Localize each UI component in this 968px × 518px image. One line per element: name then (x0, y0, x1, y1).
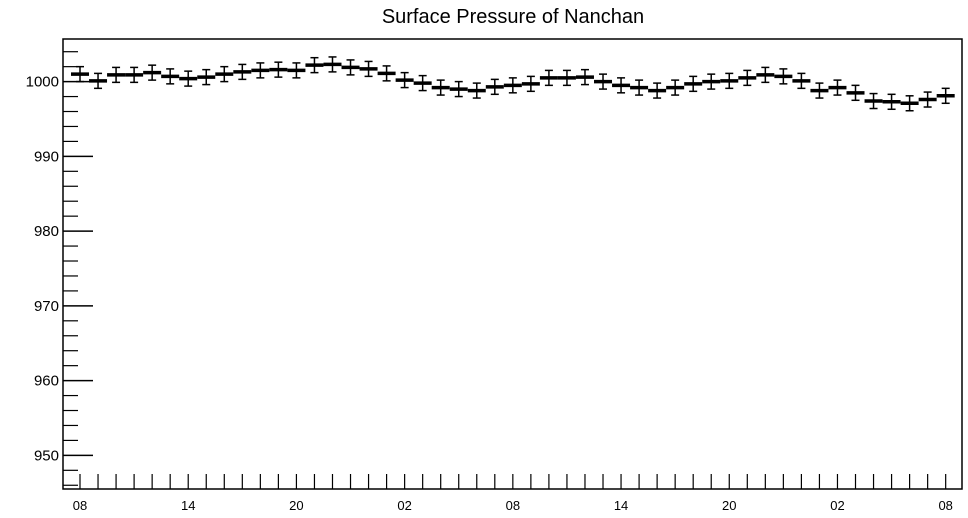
plot-frame (62, 38, 963, 490)
x-tick-label: 02 (397, 498, 411, 513)
data-point (900, 95, 919, 112)
data-point (936, 87, 955, 105)
data-point (197, 68, 216, 86)
data-point (630, 79, 649, 96)
data-point (287, 62, 306, 79)
data-point (738, 69, 757, 87)
data-point (71, 65, 89, 83)
data-point (846, 84, 865, 102)
y-tick-label: 960 (34, 373, 59, 390)
data-point (521, 75, 540, 93)
data-point (323, 56, 342, 73)
x-tick-label: 14 (614, 498, 628, 513)
data-point (918, 91, 937, 108)
data-point (377, 65, 396, 82)
y-tick-label: 990 (34, 148, 59, 165)
x-tick-label: 08 (506, 498, 520, 513)
data-point (107, 66, 126, 84)
y-tick-label: 1000 (26, 74, 59, 91)
data-point (882, 93, 901, 111)
x-tick-label: 14 (181, 498, 195, 513)
data-point (792, 72, 811, 90)
data-point (305, 56, 324, 74)
data-point (359, 60, 378, 78)
y-axis: 950 960 970 980 990 1000 (26, 51, 93, 486)
data-point (251, 62, 270, 79)
data-point (143, 64, 162, 81)
data-point (594, 73, 613, 90)
data-point (233, 63, 252, 81)
data-point (828, 79, 847, 96)
data-point (612, 77, 631, 94)
chart-title: Surface Pressure of Nanchan (382, 6, 644, 28)
data-point (341, 59, 360, 76)
data-point (269, 61, 288, 78)
data-point (503, 77, 522, 94)
pressure-series (71, 56, 955, 112)
data-point (485, 78, 504, 96)
data-point (666, 79, 685, 96)
x-tick-label: 08 (73, 498, 87, 513)
data-point (810, 82, 829, 99)
data-point (702, 73, 721, 90)
x-tick-label: 08 (938, 498, 952, 513)
data-point (215, 65, 234, 83)
data-point (557, 69, 576, 87)
x-tick-label: 20 (289, 498, 303, 513)
data-point (467, 82, 486, 99)
data-point (720, 72, 739, 90)
data-point (431, 79, 450, 96)
data-point (179, 70, 198, 87)
data-point (756, 66, 775, 84)
data-point (395, 71, 414, 89)
data-point (449, 80, 468, 98)
data-point (864, 92, 883, 110)
data-point (539, 69, 558, 87)
x-tick-label: 20 (722, 498, 736, 513)
data-point (413, 74, 432, 92)
data-point (89, 72, 108, 90)
data-point (648, 82, 667, 99)
data-point (125, 66, 144, 84)
data-point (575, 68, 594, 86)
y-tick-label: 980 (34, 223, 59, 240)
data-point (774, 68, 793, 85)
data-point (161, 68, 180, 85)
x-tick-label: 02 (830, 498, 844, 513)
y-tick-label: 970 (34, 298, 59, 315)
x-axis: 08 14 20 02 08 14 20 02 08 (73, 474, 953, 513)
data-point (684, 75, 703, 93)
y-tick-label: 950 (34, 447, 59, 464)
